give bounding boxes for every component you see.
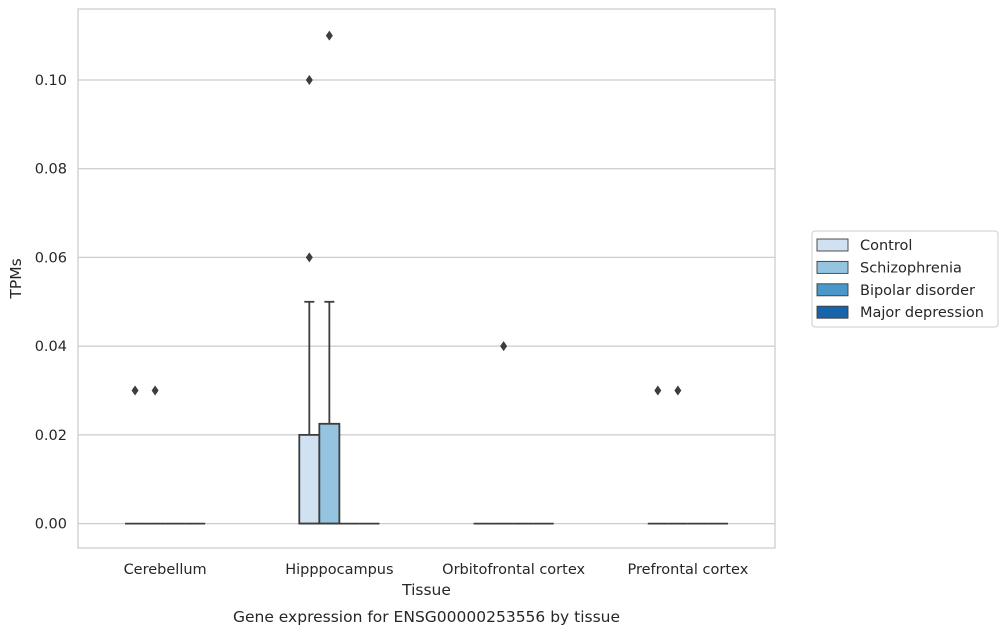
box-schizophrenia xyxy=(667,385,688,525)
plot-background xyxy=(78,9,775,548)
box-schizophrenia xyxy=(145,385,166,525)
y-tick-label: 0.04 xyxy=(35,339,67,355)
y-tick-label: 0.02 xyxy=(35,428,67,444)
outlier-point xyxy=(674,385,682,396)
box-body xyxy=(318,422,341,525)
legend-label: Bipolar disorder xyxy=(860,283,975,299)
legend-label: Schizophrenia xyxy=(860,260,962,276)
x-tick-label: Prefrontal cortex xyxy=(627,562,748,578)
outlier-point xyxy=(500,341,508,352)
legend-label: Control xyxy=(860,238,912,254)
legend-swatch xyxy=(816,283,849,297)
legend-label: Major depression xyxy=(860,305,984,321)
y-tick-labels: 0.00 0.02 0.04 0.06 0.08 0.10 xyxy=(35,73,67,533)
outlier-point xyxy=(305,74,313,85)
legend: Control Schizophrenia Bipolar disorder Majo… xyxy=(811,230,999,328)
outlier-point xyxy=(305,252,313,263)
x-tick-label: Hipppocampus xyxy=(285,562,393,578)
y-tick-label: 0.06 xyxy=(35,250,67,266)
box-control xyxy=(125,385,146,525)
box-schizophrenia xyxy=(493,341,514,525)
x-tick-labels: Cerebellum Hipppocampus Orbitofrontal cort… xyxy=(124,562,749,578)
y-tick-label: 0.08 xyxy=(35,162,67,178)
boxes xyxy=(125,30,728,525)
legend-swatch xyxy=(816,260,849,274)
y-axis-label: TPMs xyxy=(7,258,25,299)
legend-swatch xyxy=(816,238,849,252)
plot-frame xyxy=(77,8,776,549)
outlier-point xyxy=(654,385,662,396)
x-axis-label: Tissue xyxy=(401,581,451,599)
legend-entries: Control Schizophrenia Bipolar disorder Majo… xyxy=(816,238,984,321)
legend-frame xyxy=(811,230,999,328)
y-tick-label: 0.00 xyxy=(35,517,67,533)
outlier-point xyxy=(131,385,139,396)
x-tick-label: Cerebellum xyxy=(124,562,207,578)
y-tick-label: 0.10 xyxy=(35,73,67,89)
box-control xyxy=(647,385,668,525)
legend-swatch xyxy=(816,305,849,319)
chart-title: Gene expression for ENSG00000253556 by t… xyxy=(233,608,620,626)
outlier-point xyxy=(325,30,333,41)
x-tick-label: Orbitofrontal cortex xyxy=(442,562,585,578)
box-schizophrenia xyxy=(318,30,341,525)
box-body xyxy=(298,433,321,525)
outlier-point xyxy=(151,385,159,396)
